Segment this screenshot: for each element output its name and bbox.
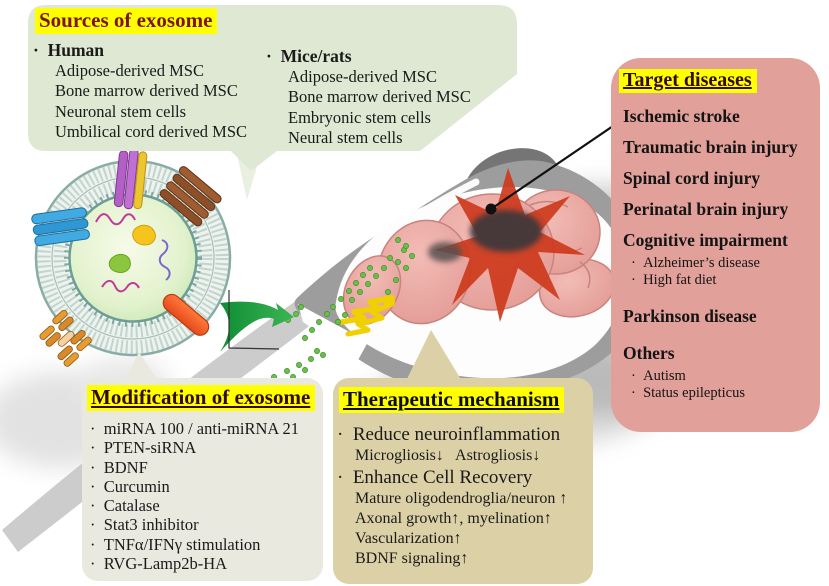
list-item: Curcumin (90, 477, 299, 496)
sources-tail-shadow (236, 150, 262, 200)
membrane-antibody-cluster (39, 309, 92, 367)
arrow-icon (220, 301, 294, 352)
disease-item: Traumatic brain injury (623, 137, 798, 157)
membrane-protein-orange-rod (162, 293, 210, 336)
disease-item: Cognitive impairment (623, 230, 788, 250)
list-item: Adipose-derived MSC (55, 60, 204, 80)
list-item: BDNF (90, 458, 299, 477)
rna-cargo (95, 213, 171, 293)
mechanism-subitem: Axonal growth↑, myelination↑ (355, 510, 552, 527)
list-item: Adipose-derived MSC (288, 66, 437, 86)
mechanism-subitem: BDNF signaling↑ (355, 550, 469, 567)
membrane-protein-blue (31, 207, 90, 247)
list-item: Neuronal stem cells (55, 101, 187, 121)
membrane-protein-top (113, 148, 148, 210)
lesion-icon (428, 168, 585, 322)
mechanism-subitem: Mature oligodendroglia/neuron ↑ (355, 490, 568, 507)
modification-bubble-tail (124, 352, 158, 381)
magnification-connector (228, 290, 280, 350)
membrane-protein-brown (159, 166, 222, 227)
list-item: PTEN-siRNA (90, 438, 299, 457)
mechanism-item: Enhance Cell Recovery (337, 466, 567, 489)
list-item: miRNA 100 / anti-miRNA 21 (90, 419, 299, 438)
human-label: Human (33, 40, 247, 61)
list-item: TNFα/IFNγ stimulation (90, 535, 299, 554)
sources-title: Sources of exosome (35, 8, 218, 34)
disease-item: Ischemic stroke (623, 106, 740, 126)
mechanism-item: Reduce neuroinflammation (337, 423, 567, 446)
disease-item: Others (623, 343, 675, 363)
mice-label: Mice/rats (266, 46, 471, 67)
therapeutic-bubble-tail (406, 330, 462, 381)
therapeutic-title: Therapeutic mechanism (339, 387, 565, 413)
modification-list: miRNA 100 / anti-miRNA 21 PTEN-siRNA BDN… (90, 419, 299, 573)
mouth-slit (298, 304, 368, 360)
disease-subitem: High fat diet (631, 272, 815, 289)
olfactory-nerve-icon (339, 295, 395, 337)
list-item: Catalase (90, 496, 299, 515)
sources-human-group: Human Adipose-derived MSC Bone marrow de… (33, 40, 247, 143)
mechanism-subitem: Microgliosis↓ Astrogliosis↓ (355, 447, 541, 464)
list-item: Embryonic stem cells (288, 107, 431, 127)
list-item: Neural stem cells (288, 128, 403, 148)
disease-item: Spinal cord injury (623, 168, 761, 188)
protein-cargo-yellow (132, 224, 156, 246)
disease-subitem: Status epilepticus (631, 385, 815, 402)
disease-item: Parkinson disease (623, 306, 757, 326)
target-diseases-list: Ischemic stroke Traumatic brain injury S… (623, 106, 815, 401)
disease-subitem: Autism (631, 368, 815, 385)
list-item: Bone marrow derived MSC (288, 87, 471, 107)
target-diseases-title: Target diseases (619, 69, 757, 93)
protein-cargo-green (108, 253, 131, 273)
list-item: Umbilical cord derived MSC (55, 122, 248, 142)
sources-mice-group: Mice/rats Adipose-derived MSC Bone marro… (266, 46, 471, 149)
disease-subitem: Alzheimer’s disease (631, 255, 815, 272)
list-item: Bone marrow derived MSC (55, 81, 238, 101)
modification-title: Modification of exosome (87, 385, 316, 411)
exosome-icon (31, 148, 232, 367)
lesion-callout-line (485, 123, 617, 215)
disease-item: Perinatal brain injury (623, 199, 789, 219)
mechanism-subitem: Vascularization↑ (355, 530, 462, 547)
list-item: Stat3 inhibitor (90, 515, 299, 534)
therapeutic-list: Reduce neuroinflammation Microgliosis↓ A… (337, 423, 568, 569)
list-item: RVG-Lamp2b-HA (90, 554, 299, 573)
